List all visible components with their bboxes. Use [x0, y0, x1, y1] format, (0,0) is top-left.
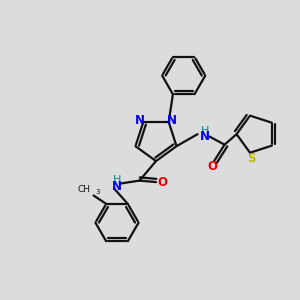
- Text: H: H: [201, 126, 209, 136]
- Text: N: N: [167, 114, 177, 127]
- Text: 3: 3: [95, 189, 100, 195]
- Text: CH: CH: [77, 185, 90, 194]
- Text: N: N: [135, 114, 145, 127]
- Text: N: N: [112, 179, 122, 193]
- Text: N: N: [200, 130, 210, 143]
- Text: O: O: [208, 160, 218, 173]
- Text: H: H: [113, 175, 121, 185]
- Text: S: S: [247, 152, 256, 165]
- Text: O: O: [157, 176, 167, 189]
